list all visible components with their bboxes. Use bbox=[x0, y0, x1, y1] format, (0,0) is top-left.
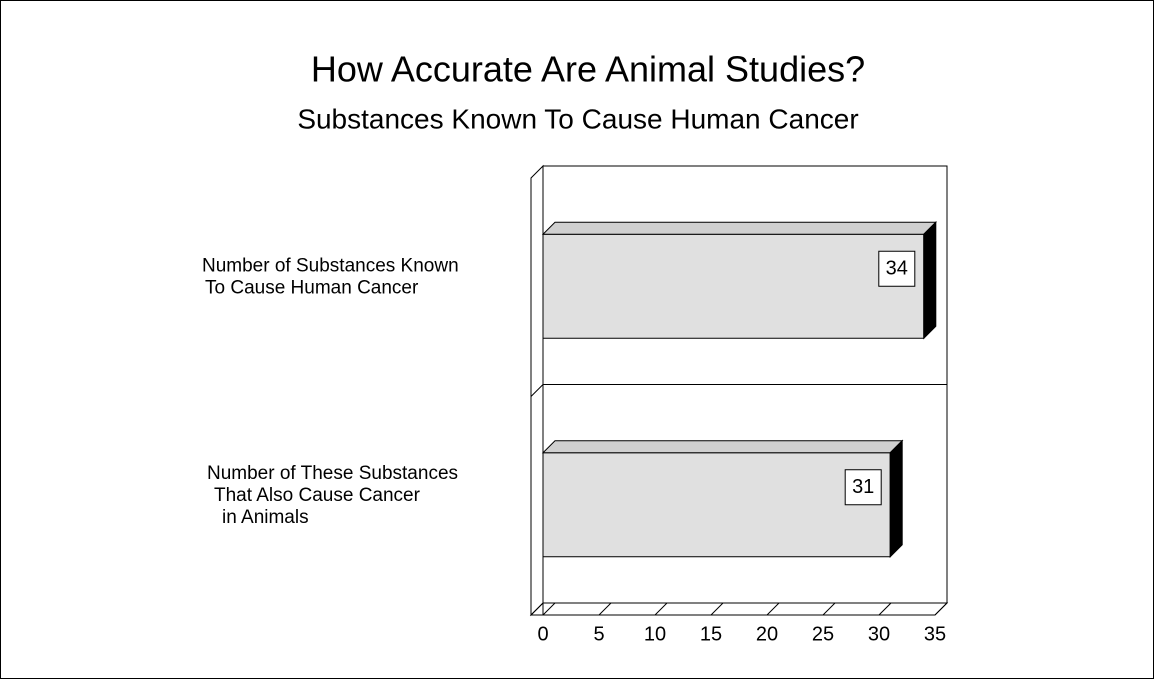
x-tick bbox=[542, 602, 556, 616]
x-tick-label: 20 bbox=[756, 623, 778, 645]
x-tick bbox=[654, 602, 668, 616]
value-label: 31 bbox=[852, 476, 874, 498]
x-tick bbox=[878, 602, 892, 616]
bar bbox=[542, 233, 925, 339]
bar-top bbox=[541, 440, 904, 454]
category-label: Number of These Substances bbox=[207, 463, 458, 484]
x-tick-label: 30 bbox=[868, 623, 890, 645]
chart-subtitle: Substances Known To Cause Human Cancer bbox=[297, 103, 858, 134]
x-tick bbox=[598, 602, 612, 616]
x-tick bbox=[822, 602, 836, 616]
bar bbox=[542, 452, 891, 558]
x-tick bbox=[766, 602, 780, 616]
value-label: 34 bbox=[886, 258, 908, 280]
value-label-box bbox=[844, 469, 882, 506]
x-tick-label: 15 bbox=[700, 623, 722, 645]
bar-top bbox=[541, 221, 938, 235]
category-divider bbox=[530, 384, 947, 397]
category-label: Number of Substances Known bbox=[202, 255, 459, 276]
x-tick-label: 0 bbox=[537, 623, 548, 645]
bar-side bbox=[889, 439, 903, 558]
category-label: in Animals bbox=[222, 507, 309, 528]
x-tick-label: 5 bbox=[593, 623, 604, 645]
bar-side bbox=[923, 221, 937, 340]
x-tick bbox=[710, 602, 724, 616]
chart-title: How Accurate Are Animal Studies? bbox=[311, 49, 865, 90]
x-tick bbox=[934, 602, 948, 616]
x-tick-label: 10 bbox=[644, 623, 666, 645]
x-tick-label: 35 bbox=[924, 623, 946, 645]
value-label-box bbox=[878, 250, 916, 287]
category-label: That Also Cause Cancer bbox=[214, 485, 421, 506]
category-label: To Cause Human Cancer bbox=[205, 277, 419, 298]
x-tick-label: 25 bbox=[812, 623, 834, 645]
